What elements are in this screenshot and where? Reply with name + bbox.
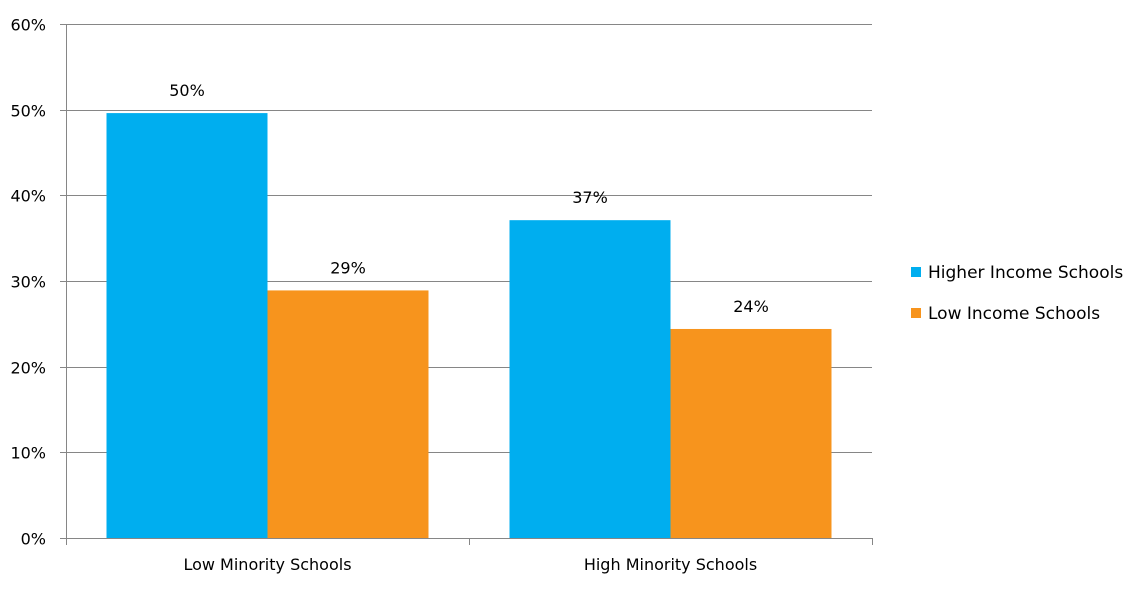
y-tick-label: 30%: [10, 273, 46, 292]
y-tick-label: 20%: [10, 359, 46, 378]
data-label: 29%: [330, 258, 366, 277]
legend-label: Higher Income Schools: [928, 263, 1123, 283]
legend-swatch: [911, 308, 921, 318]
y-tick-label: 50%: [10, 102, 46, 121]
bars: [106, 113, 832, 539]
y-tick-label: 0%: [21, 530, 46, 549]
data-labels: 50% 29% 37% 24%: [169, 81, 769, 316]
y-tick-label: 40%: [10, 187, 46, 206]
bar: [267, 290, 429, 538]
axes: 0% 10% 20% 30% 40% 50% 60% Low Minority Schools…: [10, 16, 873, 574]
data-label: 24%: [733, 297, 769, 316]
data-label: 50%: [169, 81, 205, 100]
bar: [670, 328, 832, 538]
x-category-label: Low Minority Schools: [183, 555, 351, 574]
legend-swatch: [911, 267, 921, 277]
bar: [509, 220, 671, 538]
bar: [106, 113, 268, 539]
x-category-label: High Minority Schools: [584, 555, 757, 574]
y-tick-label: 10%: [10, 444, 46, 463]
legend-label: Low Income Schools: [928, 304, 1100, 324]
y-tick-label: 60%: [10, 16, 46, 35]
data-label: 37%: [572, 188, 608, 207]
legend: Higher Income Schools Low Income Schools: [911, 263, 1123, 324]
